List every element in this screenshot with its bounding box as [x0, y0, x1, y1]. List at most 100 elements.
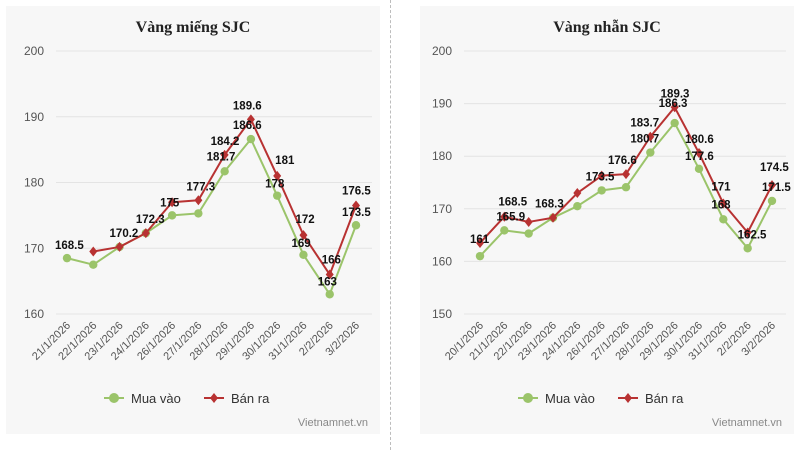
data-point[interactable]: [115, 241, 124, 252]
data-label: 168.5: [55, 240, 84, 252]
data-point[interactable]: [621, 183, 631, 192]
data-point[interactable]: [767, 196, 777, 206]
legend-label: Mua vào: [545, 391, 595, 406]
data-label: 176.6: [608, 155, 637, 167]
data-label: 180.6: [685, 134, 714, 146]
data-point[interactable]: [168, 197, 177, 208]
data-label: 189.6: [233, 100, 262, 112]
data-label: 172.3: [136, 214, 165, 226]
legend: Mua vào Bán ra: [104, 391, 270, 406]
data-point[interactable]: [646, 148, 655, 157]
data-point[interactable]: [299, 230, 308, 241]
data-point[interactable]: [167, 211, 177, 220]
y-tick-label: 160: [432, 254, 452, 268]
data-point[interactable]: [220, 167, 229, 176]
data-point[interactable]: [694, 164, 704, 174]
data-point[interactable]: [272, 191, 282, 200]
data-label: 170.2: [110, 228, 139, 240]
data-point[interactable]: [524, 229, 533, 238]
data-point[interactable]: [194, 209, 203, 218]
y-tick-label: 180: [432, 149, 452, 163]
legend-marker: [109, 393, 119, 403]
data-label: 166: [322, 255, 341, 267]
data-point[interactable]: [695, 148, 703, 159]
data-label: 181: [275, 155, 295, 167]
legend-marker: [210, 393, 218, 403]
legend-marker: [624, 393, 632, 403]
data-point[interactable]: [500, 226, 509, 235]
data-point[interactable]: [475, 251, 485, 261]
legend-label: Bán ra: [645, 391, 684, 406]
data-point[interactable]: [573, 201, 582, 211]
data-point[interactable]: [351, 221, 361, 230]
y-tick-label: 160: [24, 307, 44, 321]
data-label: 173.5: [342, 207, 371, 219]
data-label: 175: [160, 197, 180, 209]
data-point[interactable]: [141, 228, 150, 239]
data-label: 173.5: [586, 171, 615, 183]
data-label: 177.6: [685, 151, 714, 163]
y-tick-label: 190: [24, 110, 44, 124]
data-point[interactable]: [500, 211, 509, 222]
data-label: 171.5: [762, 182, 791, 194]
source-credit: Vietnamnet.vn: [712, 417, 782, 429]
data-point[interactable]: [719, 215, 728, 224]
data-label: 163: [318, 276, 337, 288]
data-point[interactable]: [89, 246, 98, 257]
data-label: 186.3: [659, 98, 688, 110]
data-label: 168.3: [535, 199, 564, 211]
data-point[interactable]: [719, 198, 728, 209]
data-point[interactable]: [597, 186, 606, 195]
data-point[interactable]: [597, 170, 606, 181]
data-point[interactable]: [670, 102, 679, 113]
chart-title: Vàng nhẫn SJC: [553, 19, 661, 36]
data-point[interactable]: [246, 114, 255, 125]
data-label: 162.5: [738, 229, 767, 241]
data-label: 169: [291, 238, 310, 250]
y-tick-label: 180: [24, 176, 44, 190]
chart-vang-nhan-sjc: Vàng nhẫn SJC15016017018019020020/1/2026…: [432, 19, 791, 429]
data-point[interactable]: [194, 195, 203, 206]
data-point[interactable]: [549, 212, 557, 223]
data-point[interactable]: [646, 131, 655, 142]
source-credit: Vietnamnet.vn: [298, 417, 368, 429]
data-point[interactable]: [325, 269, 334, 280]
data-point[interactable]: [476, 237, 484, 248]
data-point[interactable]: [670, 118, 679, 128]
y-tick-label: 200: [432, 44, 452, 58]
data-label: 181.7: [207, 151, 236, 163]
data-label: 168.5: [498, 197, 527, 209]
data-point[interactable]: [768, 180, 776, 191]
data-point[interactable]: [62, 253, 72, 263]
data-point[interactable]: [220, 149, 229, 160]
data-label: 183.7: [630, 118, 659, 130]
legend-marker: [523, 393, 533, 403]
y-tick-label: 200: [24, 44, 44, 58]
data-point[interactable]: [299, 250, 308, 260]
data-point[interactable]: [273, 170, 282, 181]
data-point[interactable]: [573, 188, 582, 199]
data-point[interactable]: [622, 169, 630, 180]
y-tick-label: 170: [24, 241, 44, 255]
data-point[interactable]: [352, 200, 360, 211]
data-label: 177.3: [186, 181, 215, 193]
y-tick-label: 150: [432, 307, 452, 321]
panel-divider: [390, 0, 391, 450]
legend: Mua vào Bán ra: [518, 391, 684, 406]
data-label: 161: [470, 234, 490, 246]
data-label: 189.3: [661, 88, 690, 100]
data-point[interactable]: [524, 216, 533, 227]
chart-title: Vàng miếng SJC: [136, 19, 251, 36]
data-label: 184.2: [211, 136, 240, 148]
data-point[interactable]: [89, 260, 98, 269]
data-label: 180.7: [630, 134, 659, 146]
data-label: 168: [711, 199, 731, 211]
y-tick-label: 170: [432, 202, 452, 216]
data-point[interactable]: [246, 134, 256, 144]
data-point[interactable]: [743, 244, 752, 253]
data-point[interactable]: [743, 227, 752, 238]
chart-panel-right: Vàng nhẫn SJC 150 160 170 180 190 200 20/1/2026…: [420, 6, 794, 434]
data-point[interactable]: [325, 290, 334, 299]
legend-label: Bán ra: [231, 391, 270, 406]
data-label: 178: [265, 179, 285, 191]
